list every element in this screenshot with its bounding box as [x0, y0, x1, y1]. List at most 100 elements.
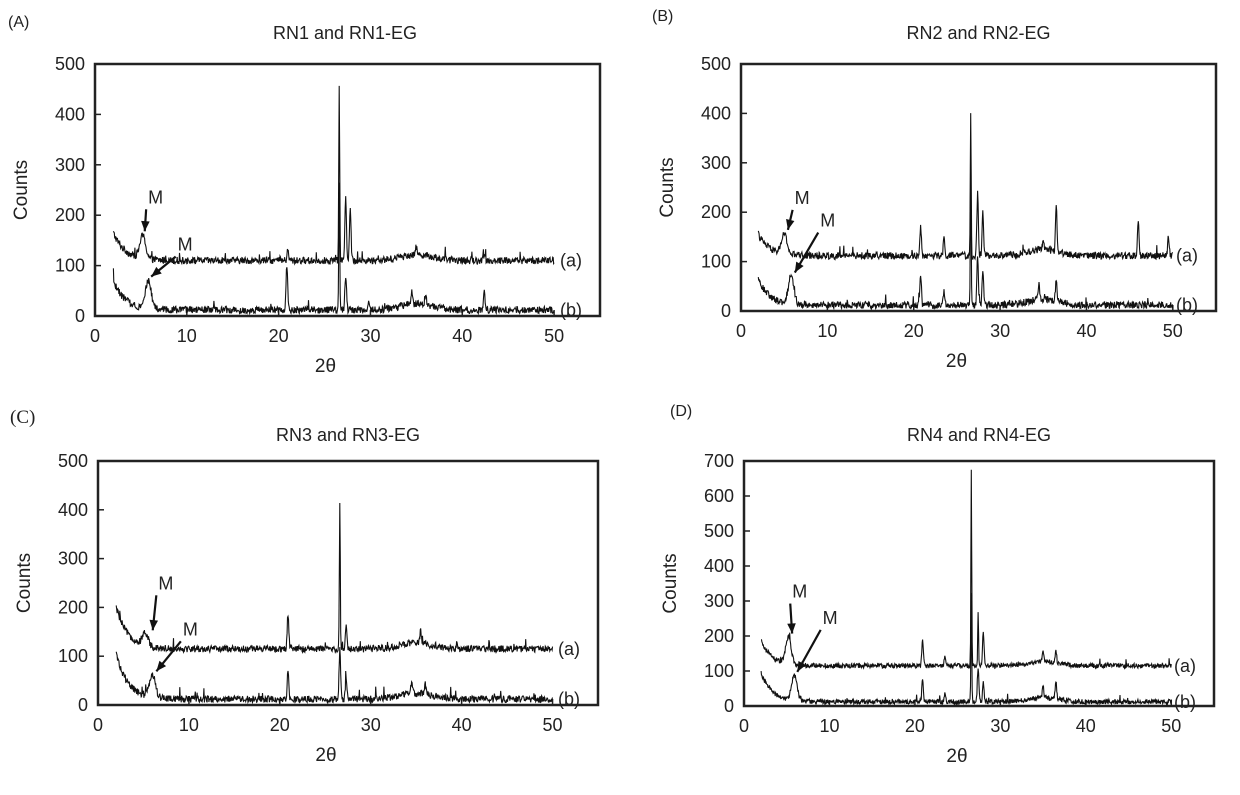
y-tick-label: 300 [701, 153, 731, 173]
arrow-head [787, 623, 796, 634]
y-tick-label: 400 [58, 500, 88, 520]
series-b-trace [757, 171, 1174, 311]
y-axis-label: Counts [14, 553, 35, 613]
y-tick-label: 500 [58, 451, 88, 471]
x-tick-label: 10 [177, 326, 197, 346]
y-tick-label: 700 [704, 451, 734, 471]
x-axis-label: 2θ [315, 745, 336, 766]
x-axis-label: 2θ [946, 746, 967, 767]
chart-title: RN4 and RN4-EG [906, 425, 1052, 445]
y-tick-label: 200 [704, 626, 734, 646]
series-b-trace [760, 592, 1172, 707]
x-tick-label: 30 [361, 715, 381, 735]
plot-frame [96, 459, 600, 707]
series-label: (a) [558, 639, 580, 659]
arrow-head [786, 219, 795, 230]
y-tick-label: 100 [704, 661, 734, 681]
y-tick-label: 100 [55, 256, 85, 276]
chart-title: RN3 and RN3-EG [275, 425, 421, 445]
x-axis-label: 2θ [315, 356, 336, 377]
x-tick-label: 0 [90, 326, 100, 346]
chart-panel-c: (C) RN3 and RN3-EG 0 100 200 300 400 500 0 10 20… [0, 395, 620, 790]
y-tick-label: 0 [721, 301, 731, 321]
y-tick-label: 0 [78, 695, 88, 715]
arrow-head [156, 660, 167, 672]
y-tick-label: 300 [58, 549, 88, 569]
x-tick-label: 30 [990, 716, 1010, 736]
x-tick-label: 20 [905, 716, 925, 736]
y-tick-label: 500 [55, 54, 85, 74]
y-tick-label: 100 [701, 252, 731, 272]
x-tick-label: 10 [819, 716, 839, 736]
chart-title: RN1 and RN1-EG [272, 23, 418, 43]
x-tick-label: 30 [990, 321, 1010, 341]
annotation-label: M [178, 235, 193, 255]
x-tick-label: 40 [1076, 321, 1096, 341]
x-tick-label: 10 [817, 321, 837, 341]
x-tick-label: 20 [269, 326, 289, 346]
y-axis-label: Counts [657, 157, 678, 217]
series-b-trace [115, 647, 554, 705]
y-tick-label: 200 [58, 597, 88, 617]
arrow-head [151, 266, 162, 277]
chart-title: RN2 and RN2-EG [906, 23, 1051, 43]
y-tick-label: 400 [55, 104, 85, 124]
y-tick-label: 400 [704, 556, 734, 576]
annotation-label: M [158, 573, 173, 593]
panel-label: (D) [670, 403, 693, 420]
y-axis-label: Counts [660, 553, 681, 613]
y-tick-label: 200 [55, 205, 85, 225]
annotation-label: M [792, 582, 807, 602]
plot-frame [742, 459, 1216, 708]
chart-panel-a: (A) RN1 and RN1-EG 0 100 200 300 400 500 0 10 20… [0, 0, 620, 395]
x-tick-label: 20 [904, 321, 924, 341]
x-tick-label: 0 [739, 716, 749, 736]
x-tick-label: 40 [452, 326, 472, 346]
panel-label: (B) [652, 8, 674, 25]
x-tick-label: 50 [543, 715, 563, 735]
y-tick-label: 600 [704, 486, 734, 506]
y-tick-label: 300 [704, 591, 734, 611]
y-tick-label: 100 [58, 646, 88, 666]
x-tick-label: 10 [179, 715, 199, 735]
plot-frame [739, 62, 1218, 313]
annotation-label: M [183, 619, 198, 639]
x-tick-label: 40 [452, 715, 472, 735]
y-tick-label: 200 [701, 202, 731, 222]
y-tick-label: 500 [701, 54, 731, 74]
panel-label: (A) [8, 14, 30, 31]
x-tick-label: 40 [1076, 716, 1096, 736]
series-label: (a) [560, 251, 582, 271]
series-a-trace [112, 85, 555, 266]
annotation-label: M [795, 188, 810, 208]
xrd-plot: 0 100 200 300 400 500 600 700 0 10 20 30 40 50 2θ Count… [660, 451, 1216, 767]
y-tick-label: 500 [704, 521, 734, 541]
panel-label: (C) [10, 407, 36, 428]
series-a-trace [115, 502, 554, 655]
y-tick-label: 0 [75, 306, 85, 326]
x-tick-label: 0 [736, 321, 746, 341]
x-tick-label: 30 [360, 326, 380, 346]
chart-panel-d: (D) RN4 and RN4-EG 0 100 200 300 400 500 600 70… [620, 395, 1240, 790]
arrow-head [149, 619, 159, 631]
xrd-plot: 0 100 200 300 400 500 0 10 20 30 40 50 2θ Counts (a) (b… [14, 451, 600, 766]
series-label: (b) [560, 300, 582, 320]
arrow-head [141, 220, 150, 232]
series-label: (a) [1176, 246, 1198, 266]
annotation-label: M [148, 187, 163, 207]
series-a-trace [757, 113, 1174, 261]
y-tick-label: 300 [55, 155, 85, 175]
y-axis-label: Counts [11, 160, 32, 220]
xrd-plot: 0 100 200 300 400 500 0 10 20 30 40 50 2θ Counts (a) (b… [657, 54, 1218, 372]
series-b-trace [112, 182, 555, 316]
chart-panel-b: (B) RN2 and RN2-EG 0 100 200 300 400 500 0 10 20… [620, 0, 1240, 395]
plot-frame [93, 62, 602, 318]
x-tick-label: 50 [1161, 716, 1181, 736]
x-axis-label: 2θ [946, 351, 967, 372]
series-label: (b) [1174, 692, 1196, 712]
series-label: (b) [1176, 295, 1198, 315]
annotation-label: M [823, 608, 838, 628]
x-tick-label: 50 [1163, 321, 1183, 341]
x-tick-label: 50 [544, 326, 564, 346]
x-tick-label: 0 [93, 715, 103, 735]
